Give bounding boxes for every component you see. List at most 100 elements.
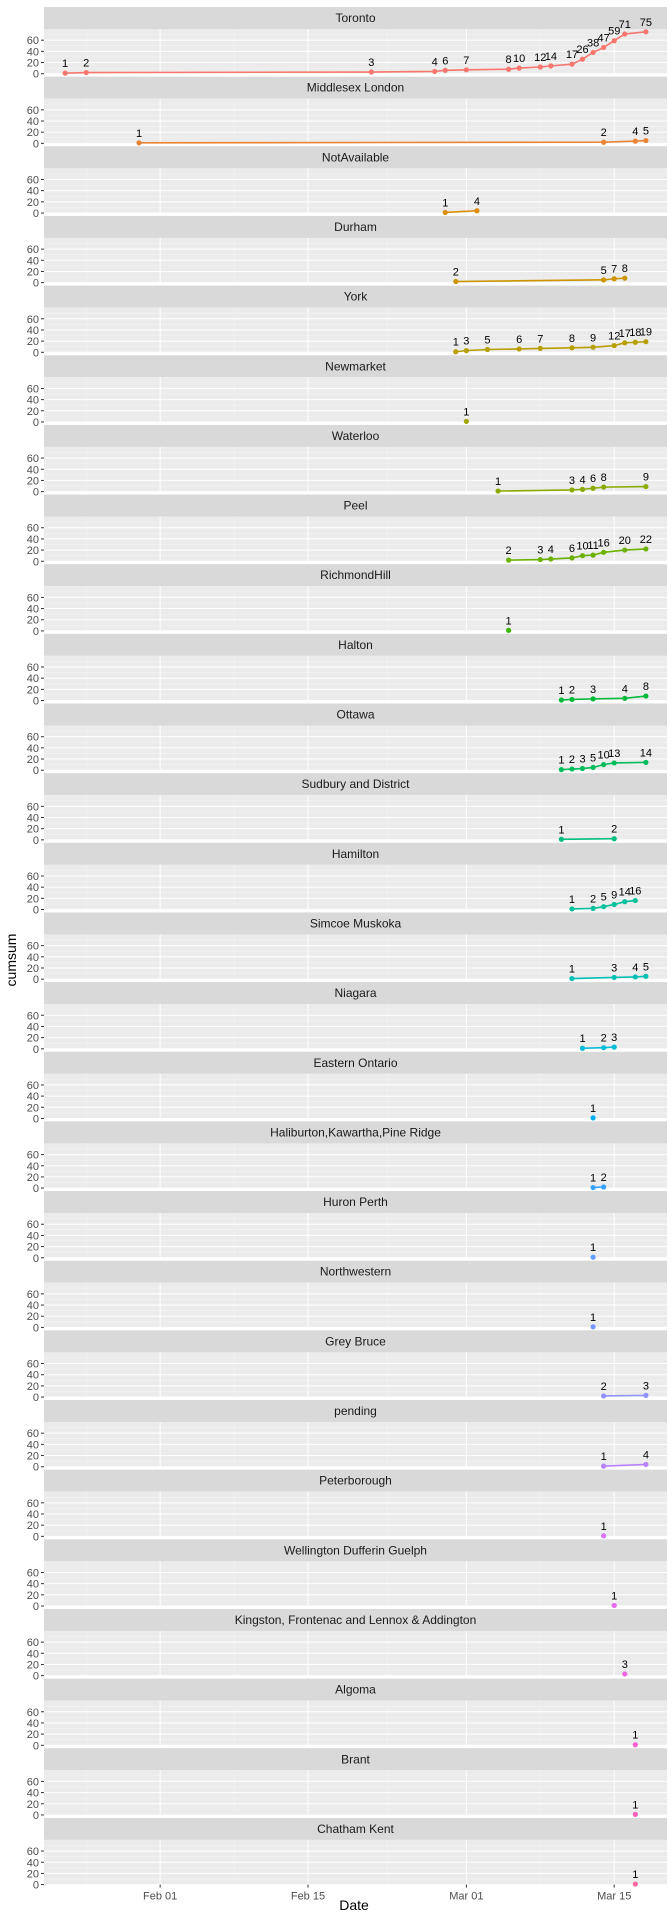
data-point [622, 547, 628, 553]
y-tick-label: 60 [27, 1010, 39, 1022]
strip-background [44, 355, 667, 378]
strip-label: Sudbury and District [301, 777, 410, 791]
y-tick-label: 20 [27, 127, 39, 139]
data-point [368, 69, 374, 75]
x-tick-label: Mar 01 [449, 1891, 483, 1903]
data-point [643, 339, 649, 345]
y-tick-label: 0 [33, 347, 39, 359]
y-tick-label: 60 [27, 105, 39, 117]
data-label: 1 [136, 128, 142, 140]
data-label: 1 [590, 1312, 596, 1324]
data-point [611, 38, 617, 44]
x-tick-label: Mar 15 [597, 1891, 631, 1903]
y-tick-label: 0 [33, 1183, 39, 1195]
data-label: 1 [62, 58, 68, 70]
data-point [579, 56, 586, 62]
strip-background [44, 1539, 667, 1562]
y-tick-label: 40 [27, 46, 39, 58]
y-tick-label: 40 [27, 464, 39, 476]
data-point [632, 897, 638, 904]
strip-label: Huron Perth [323, 1195, 388, 1209]
data-label: 4 [579, 474, 585, 486]
series-line-grey-bruce [603, 1394, 646, 1397]
y-tick-label: 20 [27, 336, 39, 348]
y-tick-label: 60 [27, 1428, 39, 1440]
data-label: 38 [587, 37, 599, 49]
data-point [463, 67, 469, 73]
y-tick-label: 60 [27, 871, 39, 883]
data-label: 2 [83, 58, 89, 70]
data-point [579, 553, 586, 559]
data-label: 2 [611, 824, 617, 836]
data-label: 2 [569, 684, 575, 696]
y-tick-label: 60 [27, 1150, 39, 1162]
data-point [537, 345, 543, 351]
data-label: 1 [632, 1730, 638, 1742]
y-tick-label: 40 [27, 1161, 39, 1173]
strip-label: Ottawa [336, 708, 374, 722]
y-tick-label: 60 [27, 801, 39, 813]
y-tick-label: 20 [27, 754, 39, 766]
strip-label: Haliburton,Kawartha,Pine Ridge [270, 1125, 441, 1139]
data-label: 5 [643, 961, 649, 973]
y-tick-label: 40 [27, 1370, 39, 1382]
data-label: 3 [611, 962, 617, 974]
y-tick-label: 40 [27, 255, 39, 267]
data-label: 1 [506, 615, 512, 627]
data-label: 7 [463, 55, 469, 67]
strip-background [44, 703, 667, 726]
data-point [548, 63, 554, 69]
data-point [632, 138, 638, 144]
y-tick-label: 20 [27, 1590, 39, 1602]
data-point [590, 1254, 596, 1260]
data-label: 1 [579, 1033, 585, 1045]
data-point [590, 485, 596, 491]
y-tick-label: 0 [33, 208, 39, 220]
y-tick-label: 40 [27, 1230, 39, 1242]
x-axis-title: Date [339, 1897, 369, 1913]
y-tick-label: 60 [27, 1289, 39, 1301]
strip-background [44, 146, 667, 169]
data-label: 1 [453, 337, 459, 349]
y-tick-label: 40 [27, 1718, 39, 1730]
y-tick-label: 0 [33, 138, 39, 150]
data-label: 3 [537, 545, 543, 557]
data-point [601, 484, 607, 490]
y-tick-label: 20 [27, 545, 39, 557]
data-point [463, 418, 469, 424]
data-point [569, 766, 575, 772]
strip-background [44, 76, 667, 99]
data-point [622, 1671, 628, 1677]
strip-background [44, 842, 667, 865]
data-point [632, 974, 638, 980]
data-point [611, 760, 617, 766]
y-tick-label: 60 [27, 1707, 39, 1719]
strip-background [44, 7, 667, 29]
data-point [548, 556, 554, 562]
data-label: 8 [601, 472, 607, 484]
series-line-durham [455, 277, 625, 283]
data-point [495, 488, 501, 494]
y-tick-label: 20 [27, 963, 39, 975]
y-tick-label: 40 [27, 604, 39, 616]
data-point [601, 1184, 607, 1190]
strip-label: Waterloo [332, 429, 380, 443]
y-tick-label: 20 [27, 406, 39, 418]
data-point [569, 487, 575, 493]
y-tick-label: 60 [27, 35, 39, 47]
strip-label: RichmondHill [320, 568, 391, 582]
y-tick-label: 20 [27, 684, 39, 696]
strip-label: pending [334, 1404, 377, 1418]
